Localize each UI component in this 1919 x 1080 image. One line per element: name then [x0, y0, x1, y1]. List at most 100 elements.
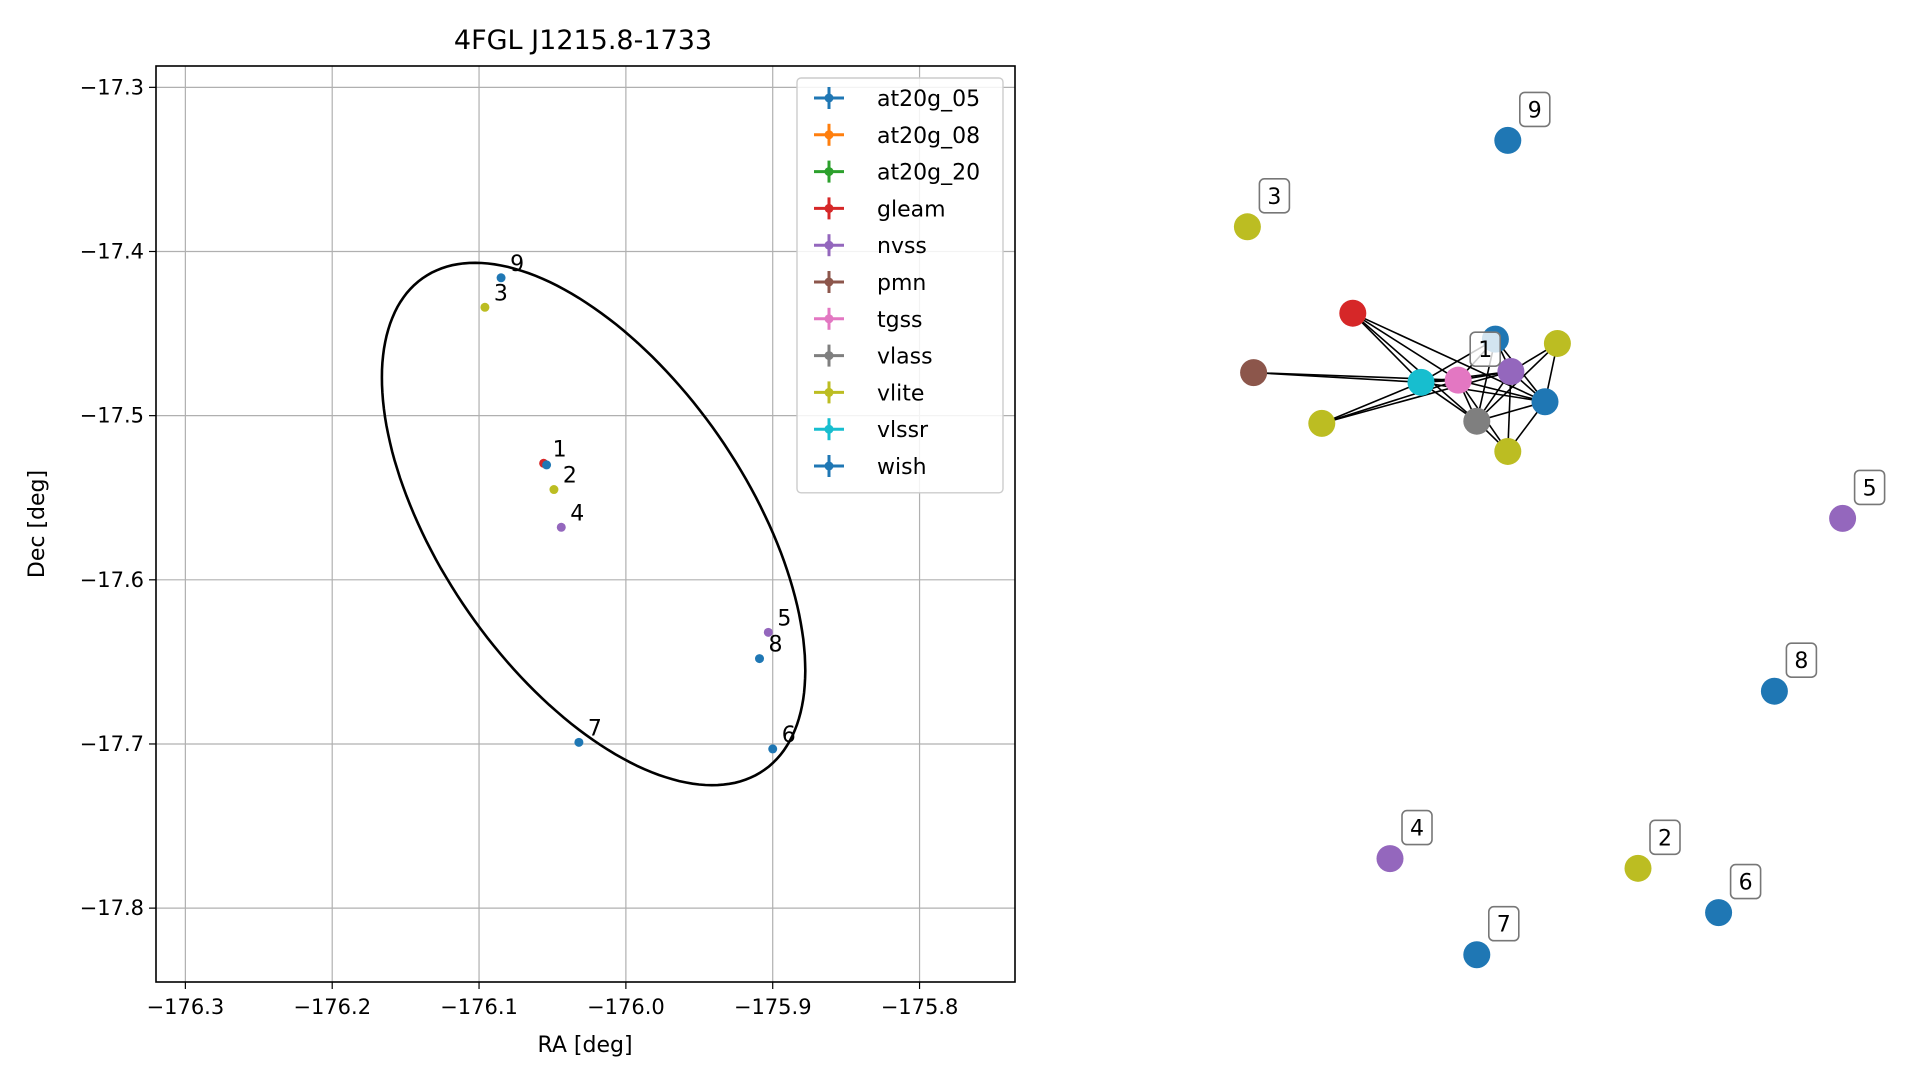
x-tick-label: −176.2: [293, 995, 371, 1019]
network-node: [1497, 358, 1525, 386]
source-point: [496, 273, 506, 283]
plot-title: 4FGL J1215.8-1733: [454, 25, 712, 56]
legend-entry: at20g_05: [814, 87, 980, 112]
network-node: [1376, 845, 1404, 873]
legend-entry: vlssr: [814, 418, 929, 443]
legend-entry: at20g_20: [814, 160, 980, 186]
x-axis-ticks: −176.3 −176.2 −176.1 −176.0 −175.9 −175.8: [147, 982, 959, 1019]
network-edge: [1352, 312, 1459, 381]
legend-marker-dot: [824, 277, 834, 287]
legend-marker-dot: [824, 130, 834, 140]
source-point: [574, 737, 584, 747]
legend-marker-dot: [824, 387, 834, 397]
legend-label: at20g_05: [877, 87, 980, 112]
network-label-box: [1469, 331, 1501, 367]
source-point-label: 9: [510, 252, 524, 277]
network-label-text: 4: [1410, 817, 1424, 842]
network-label-text: 6: [1739, 871, 1753, 896]
legend-label: gleam: [877, 197, 946, 222]
legend-label: pmn: [877, 271, 926, 296]
x-tick-label: −175.8: [881, 995, 959, 1019]
source-point: [755, 654, 765, 664]
network-label-text: 9: [1528, 98, 1542, 123]
source-point: [542, 460, 552, 470]
legend-marker-dot: [824, 203, 834, 213]
network-label-text: 7: [1497, 913, 1511, 938]
legend-marker-dot: [824, 240, 834, 250]
legend-entry: nvss: [814, 234, 927, 259]
legend-label: at20g_20: [877, 161, 980, 186]
y-axis-ticks: −17.3 −17.4 −17.5 −17.6 −17.7 −17.8: [80, 75, 156, 920]
network-node-label: 9: [1519, 91, 1551, 128]
sky-plot: 4FGL J1215.8-1733 −176.3 −176.2 −176.1 −176…: [25, 25, 1016, 1058]
network-edge: [1321, 370, 1512, 425]
network-label-text: 3: [1267, 185, 1281, 210]
source-point: [763, 627, 773, 637]
legend-entry: tgss: [814, 307, 923, 333]
network-edge: [1352, 312, 1422, 383]
y-tick-label: −17.7: [80, 732, 144, 756]
source-point-label: 3: [494, 281, 508, 306]
legend-label: wish: [877, 455, 927, 480]
legend-entry: gleam: [814, 197, 946, 222]
source-point-label: 2: [563, 464, 577, 489]
network-label-box: [1401, 809, 1433, 846]
legend-marker-dot: [824, 314, 834, 324]
network-node: [1494, 437, 1522, 465]
x-axis-label: RA [deg]: [537, 1033, 632, 1058]
network-label-text: 2: [1658, 826, 1672, 851]
network-node: [1444, 366, 1472, 394]
network-label-box: [1649, 819, 1681, 856]
y-tick-label: −17.5: [80, 404, 144, 428]
legend-marker-dot: [824, 351, 834, 361]
network-label-box: [1488, 905, 1520, 942]
legend-label: at20g_08: [877, 124, 980, 149]
network-node: [1705, 899, 1733, 927]
legend-marker-dot: [824, 93, 834, 103]
network-label-text: 1: [1478, 338, 1492, 363]
network-label-box: [1519, 91, 1551, 128]
legend-entry: pmn: [814, 271, 926, 296]
legend-label: vlass: [877, 345, 933, 370]
y-tick-label: −17.6: [80, 568, 144, 592]
network-node: [1240, 359, 1268, 387]
network-node: [1233, 213, 1261, 241]
network-node: [1339, 299, 1367, 327]
network-node-label: 1: [1469, 331, 1501, 367]
x-tick-label: −176.1: [440, 995, 518, 1019]
network-node: [1829, 504, 1857, 532]
network-edge: [1352, 312, 1478, 422]
source-point-label: 5: [777, 606, 791, 631]
source-point: [549, 485, 559, 495]
x-tick-label: −176.3: [147, 995, 225, 1019]
source-point: [768, 744, 778, 754]
network-node-label: 4: [1401, 809, 1433, 846]
source-point-label: 6: [782, 723, 796, 748]
network-label-box: [1785, 642, 1818, 679]
legend-marker-dot: [824, 461, 834, 471]
legend-entry: vlass: [814, 344, 933, 370]
network-node: [1531, 388, 1559, 416]
axes-frame: [155, 65, 1016, 983]
network-node: [1463, 407, 1491, 435]
localization-ellipse: [380, 261, 807, 787]
legend-marker-dot: [824, 167, 834, 177]
legend-label: tgss: [877, 308, 923, 333]
network-node: [1494, 126, 1522, 154]
legend-entry: vlite: [814, 381, 924, 406]
network-node-label: 6: [1729, 863, 1762, 900]
legend-label: nvss: [877, 234, 927, 259]
network-node: [1624, 854, 1652, 882]
network-label-box: [1258, 178, 1291, 214]
legend-label: vlite: [877, 381, 924, 406]
y-axis-label: Dec [deg]: [25, 470, 50, 578]
network-node-label: 3: [1258, 178, 1291, 214]
network-label-text: 5: [1863, 476, 1877, 501]
y-tick-label: −17.4: [80, 239, 144, 263]
network-node-label: 8: [1785, 642, 1818, 679]
network-node: [1463, 941, 1491, 969]
network-label-box: [1853, 469, 1886, 506]
association-network: 9 3 1 5 8 4 2 6 7: [1233, 91, 1886, 969]
